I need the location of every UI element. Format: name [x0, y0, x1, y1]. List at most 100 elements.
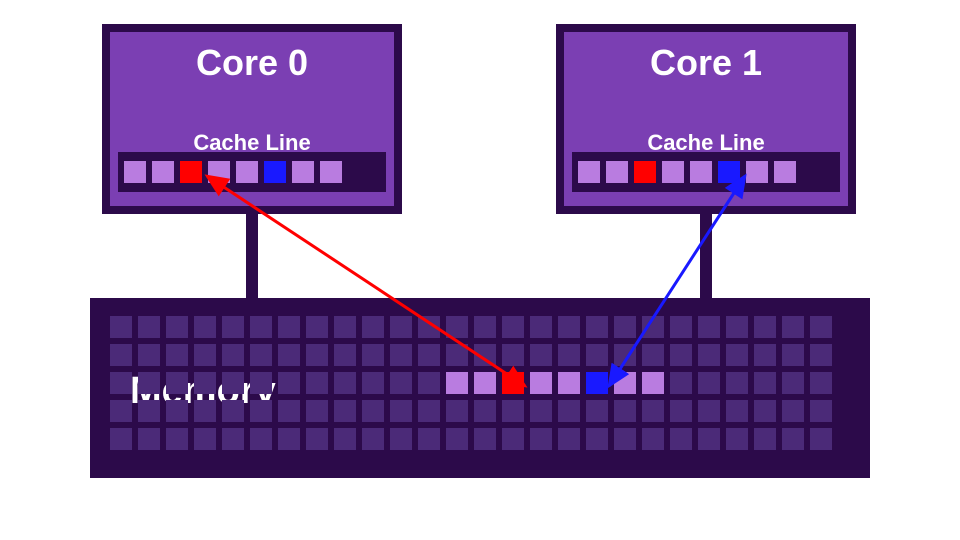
- memory-cell: [670, 344, 692, 366]
- memory-cell: [194, 400, 216, 422]
- core1-cache-cell-7: [774, 161, 796, 183]
- core0-cache-cell-6: [292, 161, 314, 183]
- memory-cell: [390, 372, 412, 394]
- memory-cell: [586, 344, 608, 366]
- memory-cell: [166, 400, 188, 422]
- core1-cache-line: [572, 152, 840, 192]
- memory-cell: [502, 344, 524, 366]
- memory-cell: [586, 372, 608, 394]
- memory-cell: [138, 400, 160, 422]
- memory-cell: [194, 428, 216, 450]
- memory-cell: [474, 372, 496, 394]
- memory-cell: [474, 400, 496, 422]
- core1-cache-cell-2: [634, 161, 656, 183]
- memory-cell: [586, 428, 608, 450]
- memory-cell: [754, 372, 776, 394]
- memory-cell: [390, 344, 412, 366]
- memory-cell: [362, 400, 384, 422]
- memory-cell: [138, 316, 160, 338]
- memory-cell: [474, 316, 496, 338]
- memory-cell: [390, 428, 412, 450]
- core1-cache-cell-1: [606, 161, 628, 183]
- memory-cell: [362, 428, 384, 450]
- memory-cell: [670, 316, 692, 338]
- memory-cell: [530, 428, 552, 450]
- memory-cell: [810, 400, 832, 422]
- memory-cell: [782, 316, 804, 338]
- core1-cache-cell-4: [690, 161, 712, 183]
- memory-cell: [278, 344, 300, 366]
- memory-cell: [698, 372, 720, 394]
- memory-cell: [670, 372, 692, 394]
- memory-cell: [222, 428, 244, 450]
- memory-cell: [502, 316, 524, 338]
- memory-cell: [754, 316, 776, 338]
- memory-cell: [782, 428, 804, 450]
- memory-cell: [250, 316, 272, 338]
- memory-cell: [362, 344, 384, 366]
- memory-cell: [614, 344, 636, 366]
- memory-cell: [250, 344, 272, 366]
- core1-title: Core 1: [564, 42, 848, 84]
- memory-cell: [558, 372, 580, 394]
- memory-cell: [110, 372, 132, 394]
- memory-cell: [502, 400, 524, 422]
- memory-cell: [810, 372, 832, 394]
- memory-cell: [810, 344, 832, 366]
- memory-cell: [334, 316, 356, 338]
- memory-cell: [390, 316, 412, 338]
- memory-cell: [222, 316, 244, 338]
- memory-cell: [278, 372, 300, 394]
- memory-cell: [250, 372, 272, 394]
- memory-cell: [390, 400, 412, 422]
- core0-cache-cell-5: [264, 161, 286, 183]
- memory-cell: [446, 316, 468, 338]
- memory-cell: [110, 316, 132, 338]
- memory-cell: [250, 400, 272, 422]
- memory-cell: [558, 400, 580, 422]
- memory-cell: [418, 316, 440, 338]
- core1-cache-cell-6: [746, 161, 768, 183]
- core0-cache-cell-1: [152, 161, 174, 183]
- memory-cell: [222, 400, 244, 422]
- core0-cache-cell-0: [124, 161, 146, 183]
- memory-cell: [306, 316, 328, 338]
- memory-cell: [110, 344, 132, 366]
- memory-cell: [782, 372, 804, 394]
- memory-cell: [110, 400, 132, 422]
- memory-cell: [754, 344, 776, 366]
- core0-cache-line: [118, 152, 386, 192]
- memory-cell: [166, 344, 188, 366]
- memory-cell: [306, 428, 328, 450]
- memory-cell: [138, 344, 160, 366]
- memory-cell: [642, 316, 664, 338]
- memory-cell: [138, 428, 160, 450]
- memory-cell: [166, 428, 188, 450]
- memory-cell: [502, 372, 524, 394]
- memory-cell: [558, 316, 580, 338]
- memory-cell: [418, 400, 440, 422]
- memory-grid: [110, 316, 832, 450]
- memory-cell: [334, 400, 356, 422]
- memory-cell: [614, 316, 636, 338]
- memory-cell: [726, 344, 748, 366]
- memory-cell: [194, 344, 216, 366]
- core0-title: Core 0: [110, 42, 394, 84]
- memory-cell: [642, 400, 664, 422]
- memory-cell: [418, 372, 440, 394]
- memory-cell: [446, 372, 468, 394]
- core1-cache-cell-0: [578, 161, 600, 183]
- core0-connector: [246, 214, 258, 298]
- memory-cell: [278, 400, 300, 422]
- memory-cell: [586, 400, 608, 422]
- memory-cell: [530, 372, 552, 394]
- core0-cache-cell-7: [320, 161, 342, 183]
- memory-cell: [810, 316, 832, 338]
- core1-cache-cell-5: [718, 161, 740, 183]
- memory-cell: [418, 428, 440, 450]
- memory-cell: [362, 372, 384, 394]
- memory-cell: [754, 428, 776, 450]
- memory-cell: [418, 344, 440, 366]
- memory-cell: [110, 428, 132, 450]
- memory-cell: [642, 344, 664, 366]
